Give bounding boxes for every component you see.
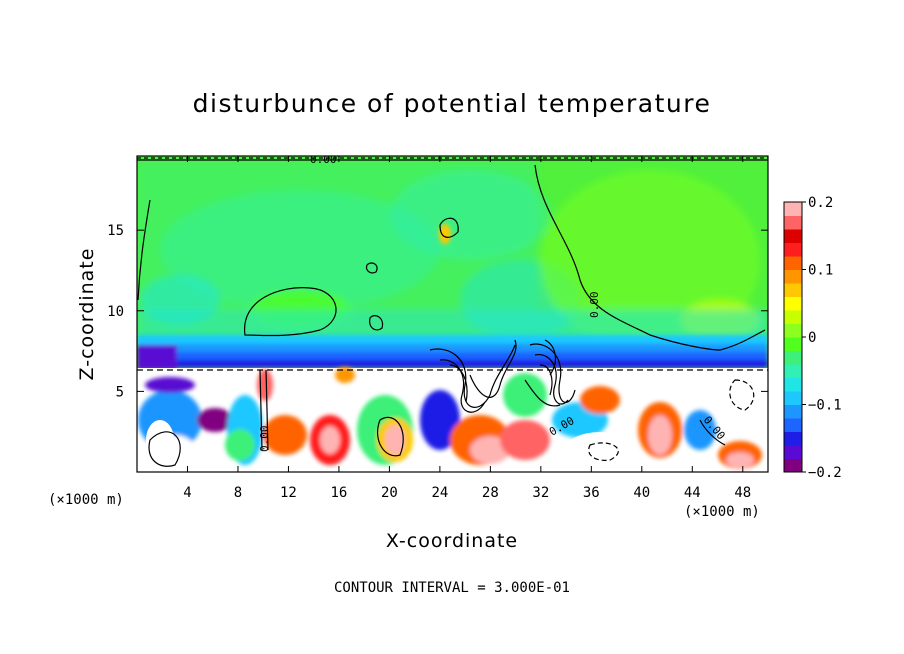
chart-title: disturbunce of potential temperature bbox=[193, 89, 712, 118]
colorbar-swatch bbox=[784, 283, 802, 297]
colorbar-swatch bbox=[784, 377, 802, 392]
upper-field bbox=[137, 160, 768, 350]
x-tick-label: 48 bbox=[734, 485, 751, 501]
x-tick-label: 28 bbox=[482, 485, 499, 501]
contour-label-left: 0.00 bbox=[258, 426, 271, 453]
y-axis-label: Z-coordinate bbox=[76, 248, 98, 381]
contour-label-mid: 0.00 bbox=[588, 292, 601, 319]
x-unit-right: (×1000 m) bbox=[684, 504, 760, 520]
lower-white-patches bbox=[146, 372, 755, 468]
x-tick-label: 36 bbox=[583, 485, 600, 501]
x-tick-label: 40 bbox=[633, 485, 650, 501]
x-tick-label: 32 bbox=[532, 485, 549, 501]
colorbar-swatch bbox=[784, 202, 802, 216]
colorbar-label: −0.2 bbox=[808, 465, 842, 481]
colorbar-label: 0.2 bbox=[808, 195, 833, 211]
y-tick-label: 15 bbox=[107, 223, 124, 239]
colorbar-label: −0.1 bbox=[808, 398, 842, 414]
colorbar-swatch bbox=[784, 269, 802, 284]
colorbar-swatch bbox=[784, 215, 802, 230]
colorbar-label: 0.1 bbox=[808, 263, 833, 279]
x-axis: 4 8 12 16 20 24 28 32 36 40 44 48 bbox=[183, 156, 751, 501]
colorbar-swatch bbox=[784, 364, 802, 378]
colorbar-swatch bbox=[784, 458, 802, 473]
colorbar-swatch bbox=[784, 229, 802, 243]
colorbar-swatch bbox=[784, 296, 802, 311]
transition-band bbox=[137, 335, 768, 370]
plot-frame bbox=[136, 155, 769, 473]
x-tick-label: 24 bbox=[431, 485, 448, 501]
colorbar-swatch bbox=[784, 445, 802, 459]
y-axis: 5 10 15 bbox=[107, 223, 768, 400]
contour-interval-note: CONTOUR INTERVAL = 3.000E-01 bbox=[334, 580, 570, 596]
x-unit-left: (×1000 m) bbox=[48, 492, 124, 508]
contour-label-top: 0.00 bbox=[310, 153, 337, 166]
contour-lines bbox=[137, 157, 768, 467]
colorbar-swatch bbox=[784, 310, 802, 324]
y-tick-label: 5 bbox=[116, 384, 124, 400]
x-tick-label: 8 bbox=[234, 485, 242, 501]
colorbar-swatch bbox=[784, 256, 802, 270]
x-tick-label: 12 bbox=[280, 485, 297, 501]
colorbar-swatch bbox=[784, 404, 802, 419]
colorbar-swatch bbox=[784, 391, 802, 405]
colorbar-swatch bbox=[784, 242, 802, 257]
colorbar-swatch bbox=[784, 350, 802, 365]
plot-area: 0.00 0.00 0.00 0.00 0.00 bbox=[137, 153, 768, 472]
x-tick-label: 16 bbox=[330, 485, 347, 501]
colorbar bbox=[783, 201, 803, 473]
x-tick-label: 20 bbox=[381, 485, 398, 501]
x-tick-label: 44 bbox=[684, 485, 701, 501]
colorbar-swatch bbox=[784, 323, 802, 338]
colorbar-labels: 0.2 0.1 0 −0.1 −0.2 bbox=[802, 195, 842, 481]
colorbar-swatch bbox=[784, 418, 802, 432]
colorbar-label: 0 bbox=[808, 330, 816, 346]
x-tick-label: 4 bbox=[183, 485, 191, 501]
colorbar-swatch bbox=[784, 431, 802, 446]
colorbar-swatch bbox=[784, 337, 802, 351]
x-axis-label: X-coordinate bbox=[386, 530, 518, 552]
y-tick-label: 10 bbox=[107, 304, 124, 320]
